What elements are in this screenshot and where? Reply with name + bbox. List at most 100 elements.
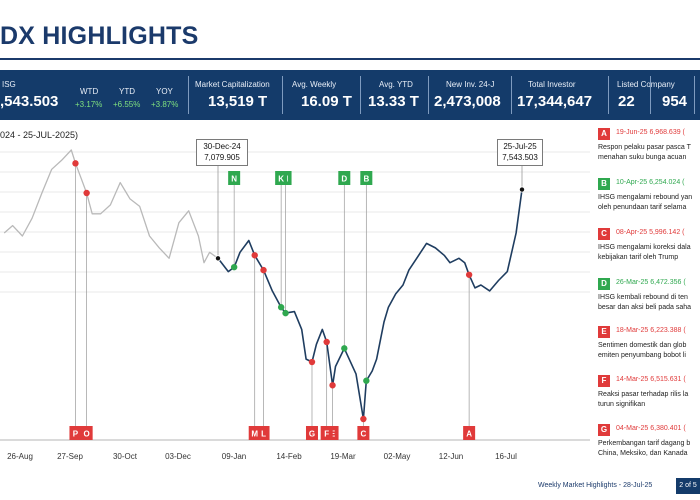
event-label-text: E bbox=[330, 430, 336, 439]
event-marker bbox=[329, 382, 336, 389]
ihsg-line-chart: ABCDEFGHKLMNOP26-Aug27-Sep30-Oct03-Dec09… bbox=[0, 149, 590, 461]
event-marker bbox=[363, 377, 370, 384]
stats-divider bbox=[650, 76, 651, 114]
annotation-date: 08-Apr-25 5,996.142 ( bbox=[616, 229, 685, 236]
ihsg-label: ISG bbox=[2, 80, 16, 89]
annotation-text: turun signifikan bbox=[598, 401, 646, 408]
annotation-text: besar dan aksi beli pada saha bbox=[598, 304, 692, 311]
annotation-letter: A bbox=[598, 128, 610, 140]
annotation-text: IHSG kembali rebound di ten bbox=[598, 294, 688, 301]
annotation-f: F 14-Mar-25 6,515.631 ( Reaksi pasar terh… bbox=[592, 375, 700, 420]
annotation-e: E 18-Mar-25 6,223.388 ( Sentimen domestik… bbox=[592, 326, 700, 371]
ihsg-line-2024 bbox=[3, 149, 219, 264]
event-marker bbox=[360, 415, 367, 423]
event-label-text: N bbox=[231, 175, 237, 184]
listed-company-value: 22 bbox=[618, 93, 635, 110]
stats-divider bbox=[282, 76, 283, 114]
annotation-c: C 08-Apr-25 5,996.142 ( IHSG mengalami ko… bbox=[592, 228, 700, 273]
annotation-date: 19-Jun-25 6,968.639 ( bbox=[616, 129, 685, 136]
wtd-label: WTD bbox=[80, 87, 99, 96]
event-label-text: O bbox=[84, 430, 90, 439]
event-label-text: C bbox=[361, 430, 367, 439]
annotation-letter: B bbox=[598, 178, 610, 190]
event-marker bbox=[72, 160, 79, 167]
stats-divider bbox=[694, 76, 695, 114]
mcap-value: 13,519 T bbox=[208, 93, 268, 110]
event-label-box bbox=[320, 426, 333, 440]
avg-ytd-label: Avg. YTD bbox=[379, 80, 413, 89]
annotation-letter: F bbox=[598, 375, 610, 387]
annotation-date: 14-Mar-25 6,515.631 ( bbox=[616, 376, 686, 383]
event-label-text: A bbox=[466, 430, 472, 439]
x-tick-label: 30-Oct bbox=[113, 452, 138, 461]
x-tick-label: 03-Dec bbox=[165, 452, 191, 461]
stats-divider bbox=[511, 76, 512, 114]
event-marker bbox=[282, 309, 289, 317]
event-marker bbox=[465, 271, 473, 278]
x-tick-label: 16-Jul bbox=[495, 452, 517, 461]
event-label-text: G bbox=[309, 430, 315, 439]
new-investor-value: 2,473,008 bbox=[434, 93, 501, 110]
avg-ytd-value: 13.33 T bbox=[368, 93, 419, 110]
event-label-box bbox=[248, 426, 261, 440]
end-callout-value: 7,543.503 bbox=[502, 153, 538, 162]
annotation-date: 10-Apr-25 6,254.024 ( bbox=[616, 179, 685, 186]
annotation-text: IHSG mengalami rebound yan bbox=[598, 194, 693, 201]
x-tick-label: 12-Jun bbox=[439, 452, 463, 461]
x-tick-label: 09-Jan bbox=[222, 452, 246, 461]
annotation-text: menahan suku bunga acuan bbox=[598, 154, 687, 161]
event-label-text: M bbox=[251, 430, 258, 439]
yoy-value: +3.87% bbox=[151, 100, 179, 109]
avg-weekly-value: 16.09 T bbox=[301, 93, 352, 110]
event-label-box bbox=[357, 426, 370, 440]
annotation-letter: D bbox=[598, 278, 610, 290]
event-marker bbox=[251, 252, 258, 259]
event-marker bbox=[83, 189, 90, 197]
event-label-text: K bbox=[278, 175, 284, 184]
start-callout-value: 7,079.905 bbox=[204, 153, 240, 162]
event-label-text: P bbox=[73, 430, 79, 439]
stats-divider bbox=[608, 76, 609, 114]
event-marker bbox=[308, 358, 316, 366]
event-label-box bbox=[360, 171, 373, 185]
ytd-label: YTD bbox=[119, 87, 135, 96]
event-label-box bbox=[338, 171, 351, 185]
event-label-text: F bbox=[324, 430, 329, 439]
stats-divider bbox=[188, 76, 189, 114]
annotation-letter: E bbox=[598, 326, 610, 338]
x-tick-label: 14-Feb bbox=[276, 452, 302, 461]
annotation-text: Reaksi pasar terhadap rilis la bbox=[598, 391, 689, 398]
annotation-text: Perkembangan tarif dagang b bbox=[598, 440, 691, 447]
event-marker bbox=[341, 345, 348, 352]
mcap-label: Market Capitalization bbox=[195, 80, 270, 89]
event-marker bbox=[230, 263, 238, 271]
stats-divider bbox=[360, 76, 361, 114]
annotation-date: 04-Mar-25 6,380.401 ( bbox=[616, 425, 686, 432]
yoy-label: YOY bbox=[156, 87, 173, 96]
annotation-g: G 04-Mar-25 6,380.401 ( Perkembangan tari… bbox=[592, 424, 700, 469]
annotation-text: kebijakan tarif oleh Trump bbox=[598, 254, 679, 261]
x-tick-label: 02-May bbox=[384, 452, 411, 461]
event-label-text: L bbox=[261, 430, 266, 439]
x-tick-label: 26-Aug bbox=[7, 452, 33, 461]
page-title: DX HIGHLIGHTS bbox=[0, 22, 199, 50]
start-callout: 30-Dec-24 7,079.905 bbox=[196, 139, 248, 166]
event-label-box bbox=[69, 426, 82, 440]
annotation-date: 18-Mar-25 6,223.388 ( bbox=[616, 327, 686, 334]
event-label-box bbox=[80, 426, 93, 440]
ytd-value: +6.55% bbox=[113, 100, 141, 109]
annotation-text: oleh penundaan tarif selama bbox=[598, 204, 687, 211]
event-marker bbox=[277, 304, 285, 311]
page-number: 2 of 5 bbox=[676, 478, 700, 494]
event-marker bbox=[260, 266, 267, 274]
new-investor-label: New Inv. 24-J bbox=[446, 80, 495, 89]
event-label-box bbox=[275, 171, 288, 185]
event-label-text: B bbox=[363, 175, 369, 184]
event-label-box bbox=[463, 426, 476, 440]
event-label-box bbox=[305, 426, 318, 440]
x-tick-label: 27-Sep bbox=[57, 452, 83, 461]
end-callout-date: 25-Jul-25 bbox=[503, 142, 537, 151]
title-rule bbox=[0, 58, 700, 60]
ihsg-value: ,543.503 bbox=[0, 93, 59, 110]
annotation-b: B 10-Apr-25 6,254.024 ( IHSG mengalami re… bbox=[592, 178, 700, 223]
